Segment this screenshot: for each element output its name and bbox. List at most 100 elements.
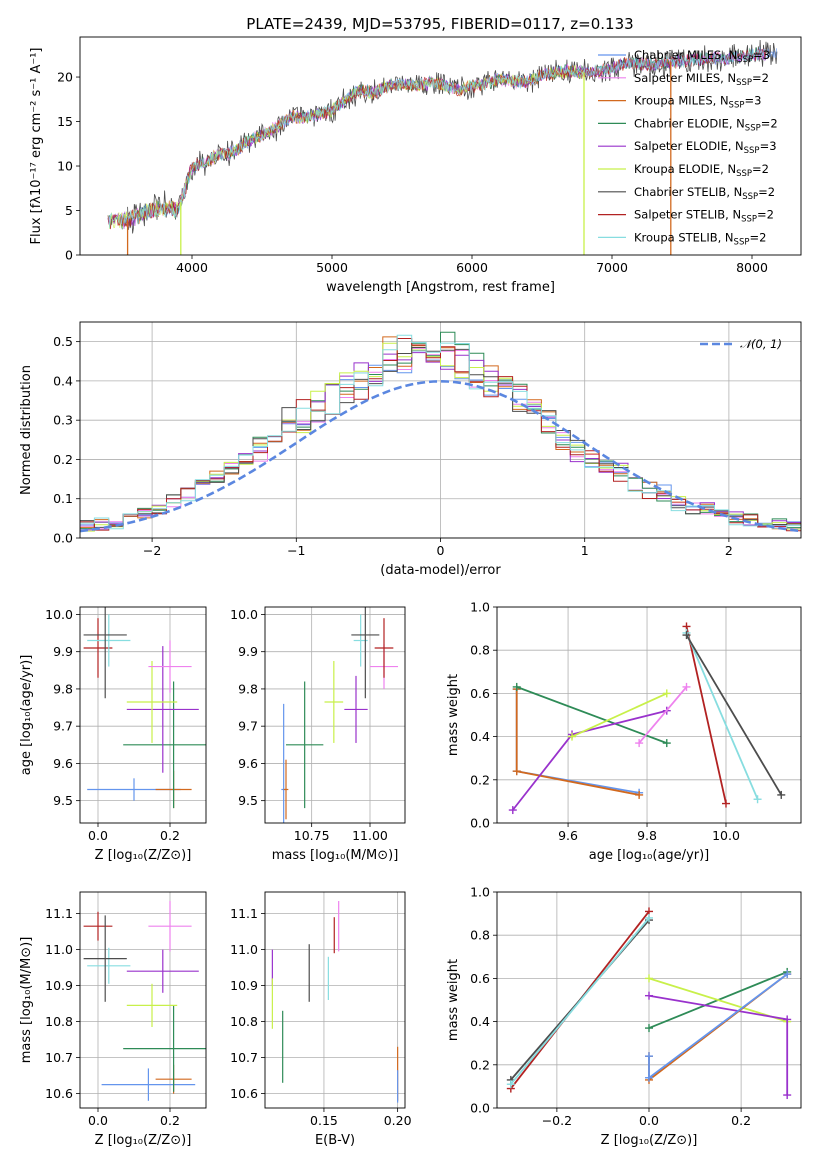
spectrum-line (107, 64, 584, 230)
error-cross (126, 661, 178, 743)
y-tick-label: 0 (65, 248, 73, 263)
weight-line (512, 709, 668, 811)
y-tick-label: 10.6 (45, 1086, 73, 1101)
y-tick-label: 0.1 (53, 491, 73, 506)
axes-frame (496, 891, 802, 1109)
legend-label: Chabrier STELIB, NSSP=2 (634, 185, 775, 202)
legend-label: Salpeter ELODIE, NSSP=3 (634, 139, 777, 156)
residual-histogram (80, 334, 801, 530)
error-cross (87, 947, 131, 984)
x-tick-label: 9.6 (558, 828, 578, 843)
weight-line (648, 977, 788, 1023)
y-tick-label: 0.2 (470, 772, 490, 787)
legend-label: 𝒩(0, 1) (740, 337, 782, 351)
legend-label: Kroupa MILES, NSSP=3 (634, 94, 761, 111)
axes-frame (79, 891, 207, 1109)
y-tick-label: 0.4 (53, 373, 73, 388)
legend-label: Salpeter MILES, NSSP=2 (634, 71, 769, 88)
error-cross (324, 661, 344, 743)
x-axis-label: wavelength [Angstrom, rest frame] (326, 280, 555, 295)
panel-mass-vs-EBV: 0.15 0.20 10.6 10.7 10.8 10.9 11.0 11.1 E(B-V) (230, 891, 412, 1148)
plot-area (107, 39, 778, 255)
y-tick-label: 0.8 (470, 643, 490, 658)
x-tick-label: 0.15 (310, 1113, 338, 1128)
y-tick-label: 9.5 (53, 793, 73, 808)
axes-frame (496, 606, 802, 824)
y-tick-label: 10.7 (230, 1050, 258, 1065)
axes-frame (264, 606, 406, 824)
y-tick-label: 10.6 (230, 1086, 258, 1101)
panel-age-vs-Z: 0.0 0.2 9.5 9.6 9.7 9.8 9.9 10.0 Z [log₁₀(Z/Z⊙)]… (19, 606, 207, 863)
y-tick-label: 10.9 (230, 978, 258, 993)
spectrum-line (107, 48, 766, 229)
y-tick-label: 11.1 (45, 906, 73, 921)
error-cross (123, 1005, 206, 1092)
x-tick-label: 8000 (736, 260, 768, 275)
y-tick-label: 0.6 (470, 971, 490, 986)
error-cross (123, 681, 206, 809)
x-tick-label: 0.0 (88, 828, 108, 843)
x-axis-label: Z [log₁₀(Z/Z⊙)] (601, 1133, 698, 1148)
y-axis-label: age [log₁₀(age/yr)] (19, 655, 34, 776)
plot-area (80, 892, 206, 1108)
legend-label: Chabrier ELODIE, NSSP=2 (634, 116, 778, 133)
weight-line (648, 973, 788, 1080)
y-tick-label: 1.0 (470, 885, 490, 900)
y-tick-label: 11.0 (45, 942, 73, 957)
panel-weight-vs-Z: −0.2 0.0 0.2 0.0 0.2 0.4 0.6 0.8 1.0 Z [log₁₀(Z/Z… (446, 885, 802, 1148)
y-tick-label: 0.2 (470, 1057, 490, 1072)
y-tick-label: 0.3 (53, 413, 73, 428)
error-cross (101, 1068, 196, 1101)
x-axis-label: Z [log₁₀(Z/Z⊙)] (95, 848, 192, 863)
weight-line (685, 626, 727, 804)
y-tick-label: 10.8 (45, 1014, 73, 1029)
axes-frame (79, 606, 207, 824)
plot-area (497, 607, 801, 823)
y-tick-label: 0.8 (470, 928, 490, 943)
plot-area (265, 607, 405, 823)
x-tick-label: −0.2 (542, 1113, 572, 1128)
error-cross (148, 901, 192, 952)
panel-weight-vs-age: 9.6 9.8 10.0 0.0 0.2 0.4 0.6 0.8 1.0 age [log₁₀(a… (446, 600, 802, 863)
plot-area (265, 892, 405, 1108)
panel-residuals: −2 −1 0 1 2 0.0 0.1 0.2 0.3 0.4 0.5 (data-model)/er… (19, 321, 802, 578)
error-cross (126, 646, 199, 773)
x-tick-label: 10.75 (294, 828, 330, 843)
x-tick-label: −1 (287, 543, 305, 558)
weight-line (510, 917, 650, 1085)
x-tick-label: 10.0 (712, 828, 740, 843)
error-cross (83, 915, 127, 1002)
x-tick-label: 0.0 (88, 1113, 108, 1128)
y-tick-label: 9.7 (238, 719, 258, 734)
panel-age-vs-mass: 10.75 11.00 9.5 9.6 9.7 9.8 9.9 10.0 mass [log₁₀… (230, 606, 406, 863)
x-tick-label: 7000 (596, 260, 628, 275)
weight-line (515, 689, 640, 794)
legend-label: Kroupa STELIB, NSSP=2 (634, 230, 766, 247)
y-axis-label: Flux [fλ10⁻¹⁷ erg cm⁻² s⁻¹ A⁻¹] (29, 48, 44, 245)
error-cross (87, 614, 131, 667)
y-tick-label: 11.0 (230, 942, 258, 957)
legend-label: Salpeter STELIB, NSSP=2 (634, 208, 774, 225)
y-tick-label: 0.2 (53, 452, 73, 467)
x-tick-label: 0 (437, 543, 445, 558)
x-axis-label: age [log₁₀(age/yr)] (589, 848, 710, 863)
x-tick-label: 0.2 (160, 1113, 180, 1128)
y-tick-label: 9.9 (238, 644, 258, 659)
y-tick-label: 0.0 (53, 531, 73, 546)
x-axis-label: Z [log₁₀(Z/Z⊙)] (95, 1133, 192, 1148)
y-tick-label: 10.8 (230, 1014, 258, 1029)
plot-area (497, 892, 801, 1108)
weight-line (685, 632, 759, 800)
weight-line (515, 689, 640, 796)
error-cross (83, 911, 113, 941)
figure-title: PLATE=2439, MJD=53795, FIBERID=0117, z=0… (246, 15, 633, 33)
plot-area (80, 322, 801, 538)
error-cross (286, 681, 324, 809)
y-tick-label: 9.6 (238, 756, 258, 771)
y-tick-label: 9.8 (238, 681, 258, 696)
x-tick-label: 0.2 (160, 828, 180, 843)
error-cross (344, 675, 368, 743)
x-axis-label: mass [log₁₀(M/M⊙)] (272, 848, 399, 863)
weight-line (638, 686, 688, 744)
